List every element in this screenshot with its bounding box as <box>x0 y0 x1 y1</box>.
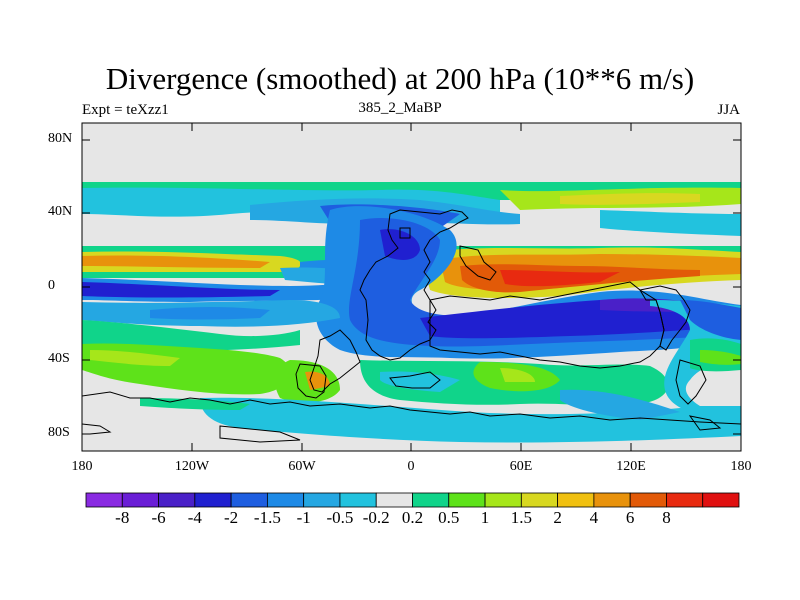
colorbar-label: -6 <box>151 508 166 527</box>
x-tick-label: 60W <box>288 459 316 474</box>
colorbar-swatch <box>520 492 559 508</box>
colorbar-swatch <box>121 492 159 508</box>
x-tick-label: 180 <box>71 459 93 474</box>
colorbar-swatch <box>375 492 413 508</box>
y-ticks <box>82 139 741 435</box>
colorbar-label: -1.5 <box>253 508 281 527</box>
colorbar-swatch <box>266 492 305 508</box>
colorbar-swatch <box>158 492 196 508</box>
colorbar-label: -8 <box>115 508 130 527</box>
colorbar-swatch <box>412 492 450 508</box>
colorbar-label: 1.5 <box>510 508 532 527</box>
y-tick-label: 0 <box>48 278 55 293</box>
colorbar-label: -0.5 <box>326 508 354 527</box>
x-ticks <box>191 123 632 451</box>
y-tick-label: 80N <box>48 131 73 146</box>
season-label: JJA <box>717 102 740 118</box>
colorbar-label: 0.5 <box>438 508 460 527</box>
colorbar-label: 0.2 <box>401 508 424 527</box>
x-tick-label: 120W <box>174 459 210 474</box>
colorbar-label: 2 <box>553 508 562 527</box>
colorbar-swatch <box>702 492 740 508</box>
colorbar-swatch <box>484 492 522 508</box>
x-tick-label: 120E <box>616 459 646 474</box>
colorbar-label: -4 <box>187 508 202 527</box>
colorbar-label: -2 <box>224 508 239 527</box>
colorbar-label: -1 <box>296 508 311 527</box>
map-title: Divergence (smoothed) at 200 hPa (10**6 … <box>105 61 695 96</box>
colorbar-label: 1 <box>480 508 490 527</box>
colorbar-label: -0.2 <box>362 508 390 527</box>
y-tick-label: 40S <box>48 351 70 366</box>
colorbar-label: 6 <box>625 508 635 527</box>
x-tick-label: 60E <box>509 459 533 474</box>
colorbar-swatch <box>666 492 704 508</box>
y-tick-label: 80S <box>48 425 70 440</box>
y-tick-label: 40N <box>48 204 73 219</box>
colorbar-label: 8 <box>662 508 671 527</box>
colorbar-swatch <box>448 492 486 508</box>
x-tick-label: 0 <box>407 459 415 474</box>
x-tick-label: 180 <box>730 459 752 474</box>
colorbar-swatch <box>230 492 268 508</box>
run-label: 385_2_MaBP <box>358 100 442 116</box>
colorbar-swatch <box>629 492 667 508</box>
colorbar-swatch <box>303 492 341 508</box>
experiment-label: Expt = teXzz1 <box>82 102 169 118</box>
colorbar-swatch <box>85 492 123 508</box>
colorbar-label: 4 <box>589 508 599 527</box>
colorbar-swatch <box>593 492 631 508</box>
colorbar-swatch <box>339 492 377 508</box>
colorbar-swatch <box>557 492 595 508</box>
colorbar-swatch <box>194 492 232 508</box>
